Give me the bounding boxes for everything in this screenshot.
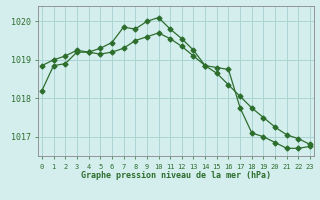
X-axis label: Graphe pression niveau de la mer (hPa): Graphe pression niveau de la mer (hPa) [81,171,271,180]
